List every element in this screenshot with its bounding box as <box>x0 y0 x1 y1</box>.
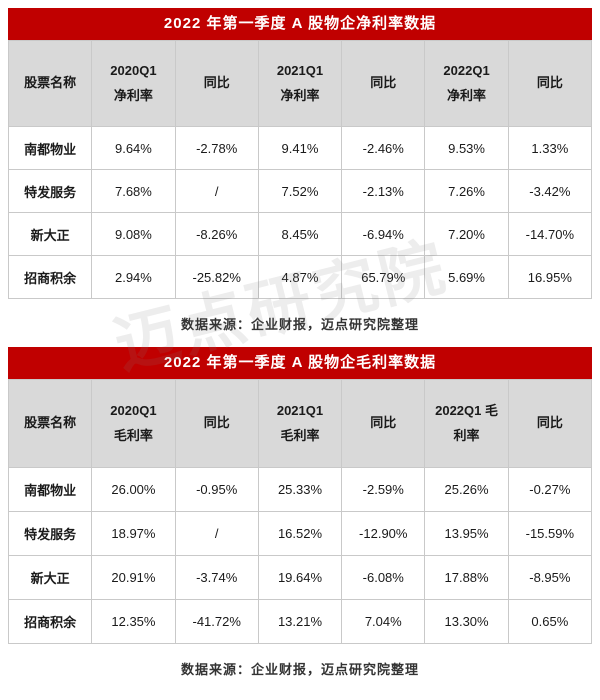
header-cell-yoy-3: 同比 <box>507 40 593 127</box>
table-row: 新大正 20.91% -3.74% 19.64% -6.08% 17.88% -… <box>7 555 593 600</box>
header-cell-2020q1: 2020Q1 净利率 <box>91 40 176 127</box>
gross-margin-table: 股票名称 2020Q1 毛利率 同比 2021Q1 毛利率 同比 2022Q1 … <box>7 379 593 644</box>
header-cell-yoy-2: 同比 <box>341 379 426 468</box>
header-cell-yoy-1: 同比 <box>174 40 259 127</box>
value-cell: -0.95% <box>174 467 259 512</box>
value-cell: -25.82% <box>174 255 259 299</box>
gross-margin-table-title: 2022 年第一季度 A 股物企毛利率数据 <box>8 347 592 379</box>
value-cell: -15.59% <box>507 511 593 556</box>
header-cell-stock-name: 股票名称 <box>7 379 93 468</box>
value-cell: -0.27% <box>507 467 593 512</box>
header-row: 股票名称 2020Q1 毛利率 同比 2021Q1 毛利率 同比 2022Q1 … <box>7 379 593 468</box>
gross-margin-table-body: 南都物业 26.00% -0.95% 25.33% -2.59% 25.26% … <box>7 467 593 644</box>
value-cell: -12.90% <box>341 511 426 556</box>
value-cell: -14.70% <box>507 212 593 256</box>
stock-name-cell: 新大正 <box>7 212 93 256</box>
value-cell: -3.74% <box>174 555 259 600</box>
header-cell-yoy-1: 同比 <box>174 379 259 468</box>
value-cell: -2.13% <box>341 169 426 213</box>
value-cell: 19.64% <box>257 555 343 600</box>
net-margin-table-title: 2022 年第一季度 A 股物企净利率数据 <box>8 8 592 40</box>
value-cell: 7.20% <box>424 212 509 256</box>
table-row: 招商积余 2.94% -25.82% 4.87% 65.79% 5.69% 16… <box>7 255 593 299</box>
table-row: 特发服务 18.97% / 16.52% -12.90% 13.95% -15.… <box>7 511 593 556</box>
value-cell: 8.45% <box>257 212 343 256</box>
value-cell: 16.95% <box>507 255 593 299</box>
value-cell: 9.08% <box>91 212 176 256</box>
value-cell: 1.33% <box>507 126 593 170</box>
header-cell-2022q1: 2022Q1 净利率 <box>424 40 509 127</box>
value-cell: / <box>174 511 259 556</box>
value-cell: 16.52% <box>257 511 343 556</box>
stock-name-cell: 新大正 <box>7 555 93 600</box>
value-cell: 7.52% <box>257 169 343 213</box>
header-cell-stock-name: 股票名称 <box>7 40 93 127</box>
header-cell-2021q1: 2021Q1 净利率 <box>257 40 343 127</box>
value-cell: 2.94% <box>91 255 176 299</box>
stock-name-cell: 特发服务 <box>7 169 93 213</box>
stock-name-cell: 南都物业 <box>7 126 93 170</box>
value-cell: -8.95% <box>507 555 593 600</box>
gross-margin-table-block: 2022 年第一季度 A 股物企毛利率数据 股票名称 2020Q1 毛利率 同比… <box>7 347 593 692</box>
header-row: 股票名称 2020Q1 净利率 同比 2021Q1 净利率 同比 2022Q1 … <box>7 40 593 127</box>
net-margin-table-header: 股票名称 2020Q1 净利率 同比 2021Q1 净利率 同比 2022Q1 … <box>7 40 593 127</box>
header-cell-2020q1: 2020Q1 毛利率 <box>91 379 176 468</box>
value-cell: 7.68% <box>91 169 176 213</box>
value-cell: -8.26% <box>174 212 259 256</box>
table-row: 新大正 9.08% -8.26% 8.45% -6.94% 7.20% -14.… <box>7 212 593 256</box>
data-source-note: 数据来源：企业财报，迈点研究院整理 <box>180 662 419 677</box>
value-cell: 18.97% <box>91 511 176 556</box>
gross-margin-table-header: 股票名称 2020Q1 毛利率 同比 2021Q1 毛利率 同比 2022Q1 … <box>7 379 593 468</box>
value-cell: 9.64% <box>91 126 176 170</box>
value-cell: 0.65% <box>507 599 593 644</box>
value-cell: / <box>174 169 259 213</box>
value-cell: 7.04% <box>341 599 426 644</box>
value-cell: 17.88% <box>424 555 509 600</box>
value-cell: 20.91% <box>91 555 176 600</box>
stock-name-cell: 南都物业 <box>7 467 93 512</box>
value-cell: -2.46% <box>341 126 426 170</box>
value-cell: 13.95% <box>424 511 509 556</box>
stock-name-cell: 特发服务 <box>7 511 93 556</box>
data-source-note: 数据来源：企业财报，迈点研究院整理 <box>180 317 419 332</box>
header-cell-2021q1: 2021Q1 毛利率 <box>257 379 343 468</box>
table-row: 南都物业 26.00% -0.95% 25.33% -2.59% 25.26% … <box>7 467 593 512</box>
value-cell: -2.78% <box>174 126 259 170</box>
header-cell-2022q1: 2022Q1 毛 利率 <box>424 379 509 468</box>
value-cell: -2.59% <box>341 467 426 512</box>
header-cell-yoy-3: 同比 <box>507 379 593 468</box>
value-cell: 9.41% <box>257 126 343 170</box>
value-cell: 26.00% <box>91 467 176 512</box>
value-cell: 7.26% <box>424 169 509 213</box>
value-cell: 25.26% <box>424 467 509 512</box>
value-cell: -6.94% <box>341 212 426 256</box>
header-cell-yoy-2: 同比 <box>341 40 426 127</box>
net-margin-table: 股票名称 2020Q1 净利率 同比 2021Q1 净利率 同比 2022Q1 … <box>7 40 593 299</box>
value-cell: -3.42% <box>507 169 593 213</box>
net-margin-table-body: 南都物业 9.64% -2.78% 9.41% -2.46% 9.53% 1.3… <box>7 126 593 299</box>
value-cell: 12.35% <box>91 599 176 644</box>
stock-name-cell: 招商积余 <box>7 599 93 644</box>
table-row: 南都物业 9.64% -2.78% 9.41% -2.46% 9.53% 1.3… <box>7 126 593 170</box>
table-row: 特发服务 7.68% / 7.52% -2.13% 7.26% -3.42% <box>7 169 593 213</box>
stock-name-cell: 招商积余 <box>7 255 93 299</box>
value-cell: 25.33% <box>257 467 343 512</box>
net-margin-table-block: 2022 年第一季度 A 股物企净利率数据 股票名称 2020Q1 净利率 同比… <box>7 8 593 347</box>
value-cell: 13.21% <box>257 599 343 644</box>
value-cell: -41.72% <box>174 599 259 644</box>
table-row: 招商积余 12.35% -41.72% 13.21% 7.04% 13.30% … <box>7 599 593 644</box>
value-cell: 4.87% <box>257 255 343 299</box>
value-cell: 5.69% <box>424 255 509 299</box>
value-cell: 65.79% <box>341 255 426 299</box>
value-cell: 9.53% <box>424 126 509 170</box>
value-cell: 13.30% <box>424 599 509 644</box>
value-cell: -6.08% <box>341 555 426 600</box>
